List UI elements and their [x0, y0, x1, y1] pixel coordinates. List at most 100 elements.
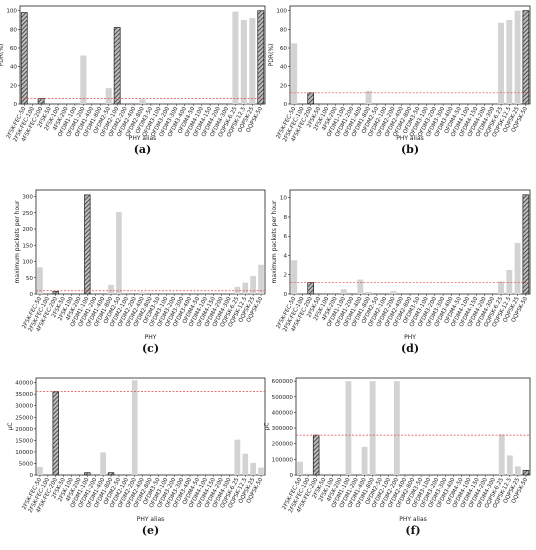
chart-panel-c: 0501001502002503002FSK-FEC-502FSK-FEC-10… — [14, 189, 266, 355]
plot-frame — [35, 189, 266, 295]
bar-OFDM1-400 — [100, 452, 106, 475]
y-tick-label: 10000 — [15, 450, 33, 456]
chart-panel-d: 02468102FSK-FEC-502FSK-FEC-1004FSK-FEC-2… — [271, 189, 531, 355]
y-tick-label: 0 — [29, 473, 33, 479]
y-tick-label: 25000 — [15, 415, 33, 421]
y-tick-label: 150 — [22, 243, 33, 249]
bar-OFDM1-100 — [340, 289, 347, 294]
y-tick-label: 100 — [6, 9, 17, 15]
bar-OFDM1-800 — [365, 292, 372, 294]
bar-4FSK-FEC-200 — [52, 291, 59, 295]
panel-caption: (a) — [134, 143, 152, 156]
y-tick-label: 40000 — [15, 381, 33, 387]
x-axis-label: PHY — [145, 334, 157, 341]
x-axis-label: PHY alias — [396, 135, 424, 142]
y-tick-label: 0 — [289, 473, 293, 479]
y-tick-label: 0 — [283, 292, 287, 298]
y-tick-label: 20 — [280, 83, 288, 89]
panel-caption: (f) — [405, 524, 420, 537]
bar-4FSK-FEC-200 — [52, 391, 59, 476]
bar-OQPSK-25 — [514, 242, 521, 294]
bar-OFDM1-200 — [80, 55, 87, 104]
y-axis-label: maximum packets per hour — [271, 200, 278, 283]
bar-OQPSK-50 — [258, 467, 264, 475]
x-axis-label: PHY alias — [129, 135, 157, 142]
bar-OQPSK-50 — [257, 10, 265, 105]
bar-OFDM2-800 — [139, 99, 146, 104]
y-tick-label: 15000 — [15, 438, 33, 444]
x-axis-label: PHY — [404, 334, 416, 341]
bar-OFDM1-400 — [357, 279, 364, 294]
y-tick-label: 400000 — [272, 410, 294, 416]
panel-caption: (c) — [142, 342, 159, 355]
y-tick-label: 80 — [280, 27, 288, 33]
y-axis-label: PDR(%) — [0, 44, 5, 67]
bar-4FSK-FEC-200 — [307, 92, 315, 105]
bar-OFDM2-50 — [116, 212, 122, 294]
y-tick-label: 8 — [283, 215, 287, 221]
y-tick-label: 600000 — [272, 379, 294, 385]
y-tick-label: 2 — [283, 273, 287, 279]
bar-OQPSK-12.5 — [506, 20, 513, 104]
bar-OQPSK-25 — [250, 462, 256, 475]
bar-OQPSK-6.25 — [498, 281, 505, 294]
y-tick-label: 0 — [29, 292, 33, 298]
bar-2FSK-FEC-50 — [297, 461, 303, 475]
panel-caption: (e) — [142, 524, 159, 537]
y-axis-label: μC — [264, 422, 271, 430]
y-tick-label: 40 — [280, 65, 288, 71]
y-tick-label: 100 — [276, 9, 287, 15]
bar-OQPSK-50 — [522, 10, 530, 105]
bar-OFDM1-100 — [345, 381, 352, 475]
y-tick-label: 10 — [280, 196, 288, 202]
y-tick-label: 6 — [283, 234, 287, 240]
bar-OFDM1-800 — [107, 472, 115, 476]
y-tick-label: 50 — [26, 276, 34, 282]
bar-2FSK-FEC-50 — [20, 12, 28, 105]
bar-OQPSK-12.5 — [242, 453, 249, 475]
y-tick-label: 20 — [10, 83, 18, 89]
plot-frame — [295, 377, 531, 476]
bar-OFDM1-100 — [84, 472, 91, 476]
bar-2FSK-FEC-50 — [37, 267, 43, 294]
y-tick-label: 250 — [22, 211, 33, 217]
bar-OFDM2-50 — [105, 88, 112, 104]
plot-frame — [289, 189, 531, 295]
bar-OQPSK-12.5 — [242, 282, 249, 294]
bar-OFDM2-100 — [113, 27, 121, 105]
bar-OQPSK-6.25 — [498, 22, 505, 104]
bar-4FSK-FEC-200 — [37, 98, 45, 105]
chart-panel-a: 0204060801002FSK-FEC-502FSK-FEC-1004FSK-… — [0, 5, 266, 156]
panel-caption: (b) — [401, 143, 419, 156]
y-tick-label: 500000 — [272, 395, 294, 401]
y-tick-label: 200 — [22, 227, 33, 233]
y-tick-label: 100 — [22, 260, 33, 266]
bar-OQPSK-25 — [249, 18, 256, 105]
y-tick-label: 30000 — [15, 404, 33, 410]
bar-OFDM2-200 — [131, 380, 138, 475]
bar-OQPSK-50 — [522, 194, 530, 295]
bar-OQPSK-50 — [258, 264, 264, 294]
bar-OFDM1-800 — [108, 284, 114, 294]
plot-frame — [289, 5, 531, 105]
y-tick-label: 40 — [10, 65, 18, 71]
y-tick-label: 4 — [283, 253, 287, 259]
bar-OQPSK-25 — [250, 276, 256, 294]
bar-2FSK-FEC-50 — [37, 466, 43, 475]
bar-OQPSK-12.5 — [506, 455, 513, 475]
chart-panel-b: 0204060801002FSK-FEC-502FSK-FEC-1004FSK-… — [268, 5, 531, 156]
bar-OQPSK-6.25 — [498, 434, 505, 475]
y-tick-label: 300000 — [272, 426, 294, 432]
y-axis-label: maximum packets per hour — [14, 200, 21, 283]
y-tick-label: 80 — [10, 27, 18, 33]
chart-panel-e: 0 5000 10000 15000 20000 25000 30000 35000 40000… — [7, 377, 266, 537]
y-tick-label: 300 — [22, 195, 33, 201]
x-axis-label: PHY alias — [137, 516, 165, 523]
chart-panel-f: 01000002000003000004000005000006000002FS… — [264, 377, 531, 537]
y-tick-label: 5000 — [19, 461, 34, 467]
y-tick-label: 200000 — [272, 442, 294, 448]
y-tick-label: 100000 — [272, 457, 294, 463]
y-tick-label: 60 — [10, 46, 18, 52]
